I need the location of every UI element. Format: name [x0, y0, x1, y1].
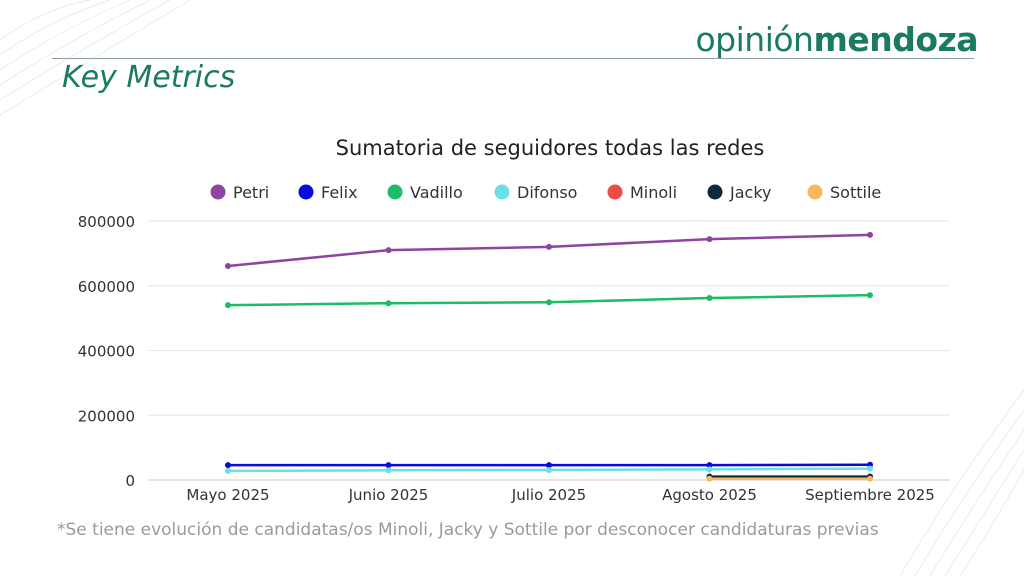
legend-marker [607, 184, 623, 200]
data-point [706, 295, 713, 302]
x-tick-label: Septiembre 2025 [805, 486, 935, 504]
x-tick-label: Agosto 2025 [662, 486, 757, 504]
y-tick-label: 0 [125, 472, 135, 490]
data-point [225, 263, 231, 270]
y-tick-label: 600000 [78, 278, 135, 296]
legend-label: Minoli [630, 183, 677, 202]
series-petri [225, 231, 873, 270]
header-divider [52, 58, 974, 59]
chart-title: Sumatoria de seguidores todas las redes [336, 136, 765, 160]
data-point [706, 466, 713, 473]
data-point [385, 467, 392, 474]
series-sottile [706, 475, 873, 482]
legend-label: Felix [321, 183, 358, 202]
legend-marker [298, 184, 314, 200]
x-tick-label: Junio 2025 [348, 486, 429, 504]
series-felix [225, 461, 873, 469]
legend-label: Sottile [830, 183, 881, 202]
data-point [225, 462, 231, 469]
footnote: *Se tiene evolución de candidatas/os Min… [57, 520, 879, 540]
data-point [546, 243, 552, 250]
data-point [867, 231, 873, 238]
data-point [546, 299, 552, 306]
legend-marker [707, 184, 723, 200]
legend-item-vadillo: Vadillo [387, 183, 463, 202]
legend-item-jacky: Jacky [707, 183, 771, 202]
data-point [385, 300, 392, 307]
data-point [385, 247, 392, 254]
legend-marker [807, 184, 823, 200]
legend-marker [387, 184, 403, 200]
x-tick-label: Mayo 2025 [186, 486, 269, 504]
page-heading: Key Metrics [62, 60, 236, 95]
y-tick-label: 800000 [78, 213, 135, 231]
data-point [867, 475, 873, 482]
legend-item-difonso: Difonso [494, 183, 577, 202]
x-tick-label: Julio 2025 [511, 486, 586, 504]
legend-marker [210, 184, 226, 200]
series-vadillo [225, 292, 873, 309]
legend-item-sottile: Sottile [807, 183, 881, 202]
legend-label: Jacky [729, 183, 771, 202]
legend-marker [494, 184, 510, 200]
data-point [385, 462, 392, 469]
data-point [225, 467, 231, 474]
data-point [706, 462, 713, 469]
legend-label: Difonso [517, 183, 577, 202]
series-line-petri [227, 233, 871, 268]
brand-light-text: opinión [695, 20, 814, 59]
y-tick-label: 200000 [78, 407, 135, 425]
brand-logo: opiniónmendoza [695, 20, 978, 59]
legend-item-minoli: Minoli [607, 183, 677, 202]
y-tick-label: 400000 [78, 343, 135, 361]
series-difonso [225, 465, 873, 474]
data-point [546, 466, 552, 473]
data-point [546, 462, 552, 469]
data-point [706, 236, 713, 243]
data-point [867, 292, 873, 299]
legend-label: Petri [233, 183, 269, 202]
legend-label: Vadillo [410, 183, 463, 202]
legend-item-petri: Petri [210, 183, 269, 202]
data-point [867, 465, 873, 472]
brand-bold-text: mendoza [813, 20, 978, 59]
legend-item-felix: Felix [298, 183, 358, 202]
data-point [225, 302, 231, 309]
data-point [706, 475, 713, 482]
